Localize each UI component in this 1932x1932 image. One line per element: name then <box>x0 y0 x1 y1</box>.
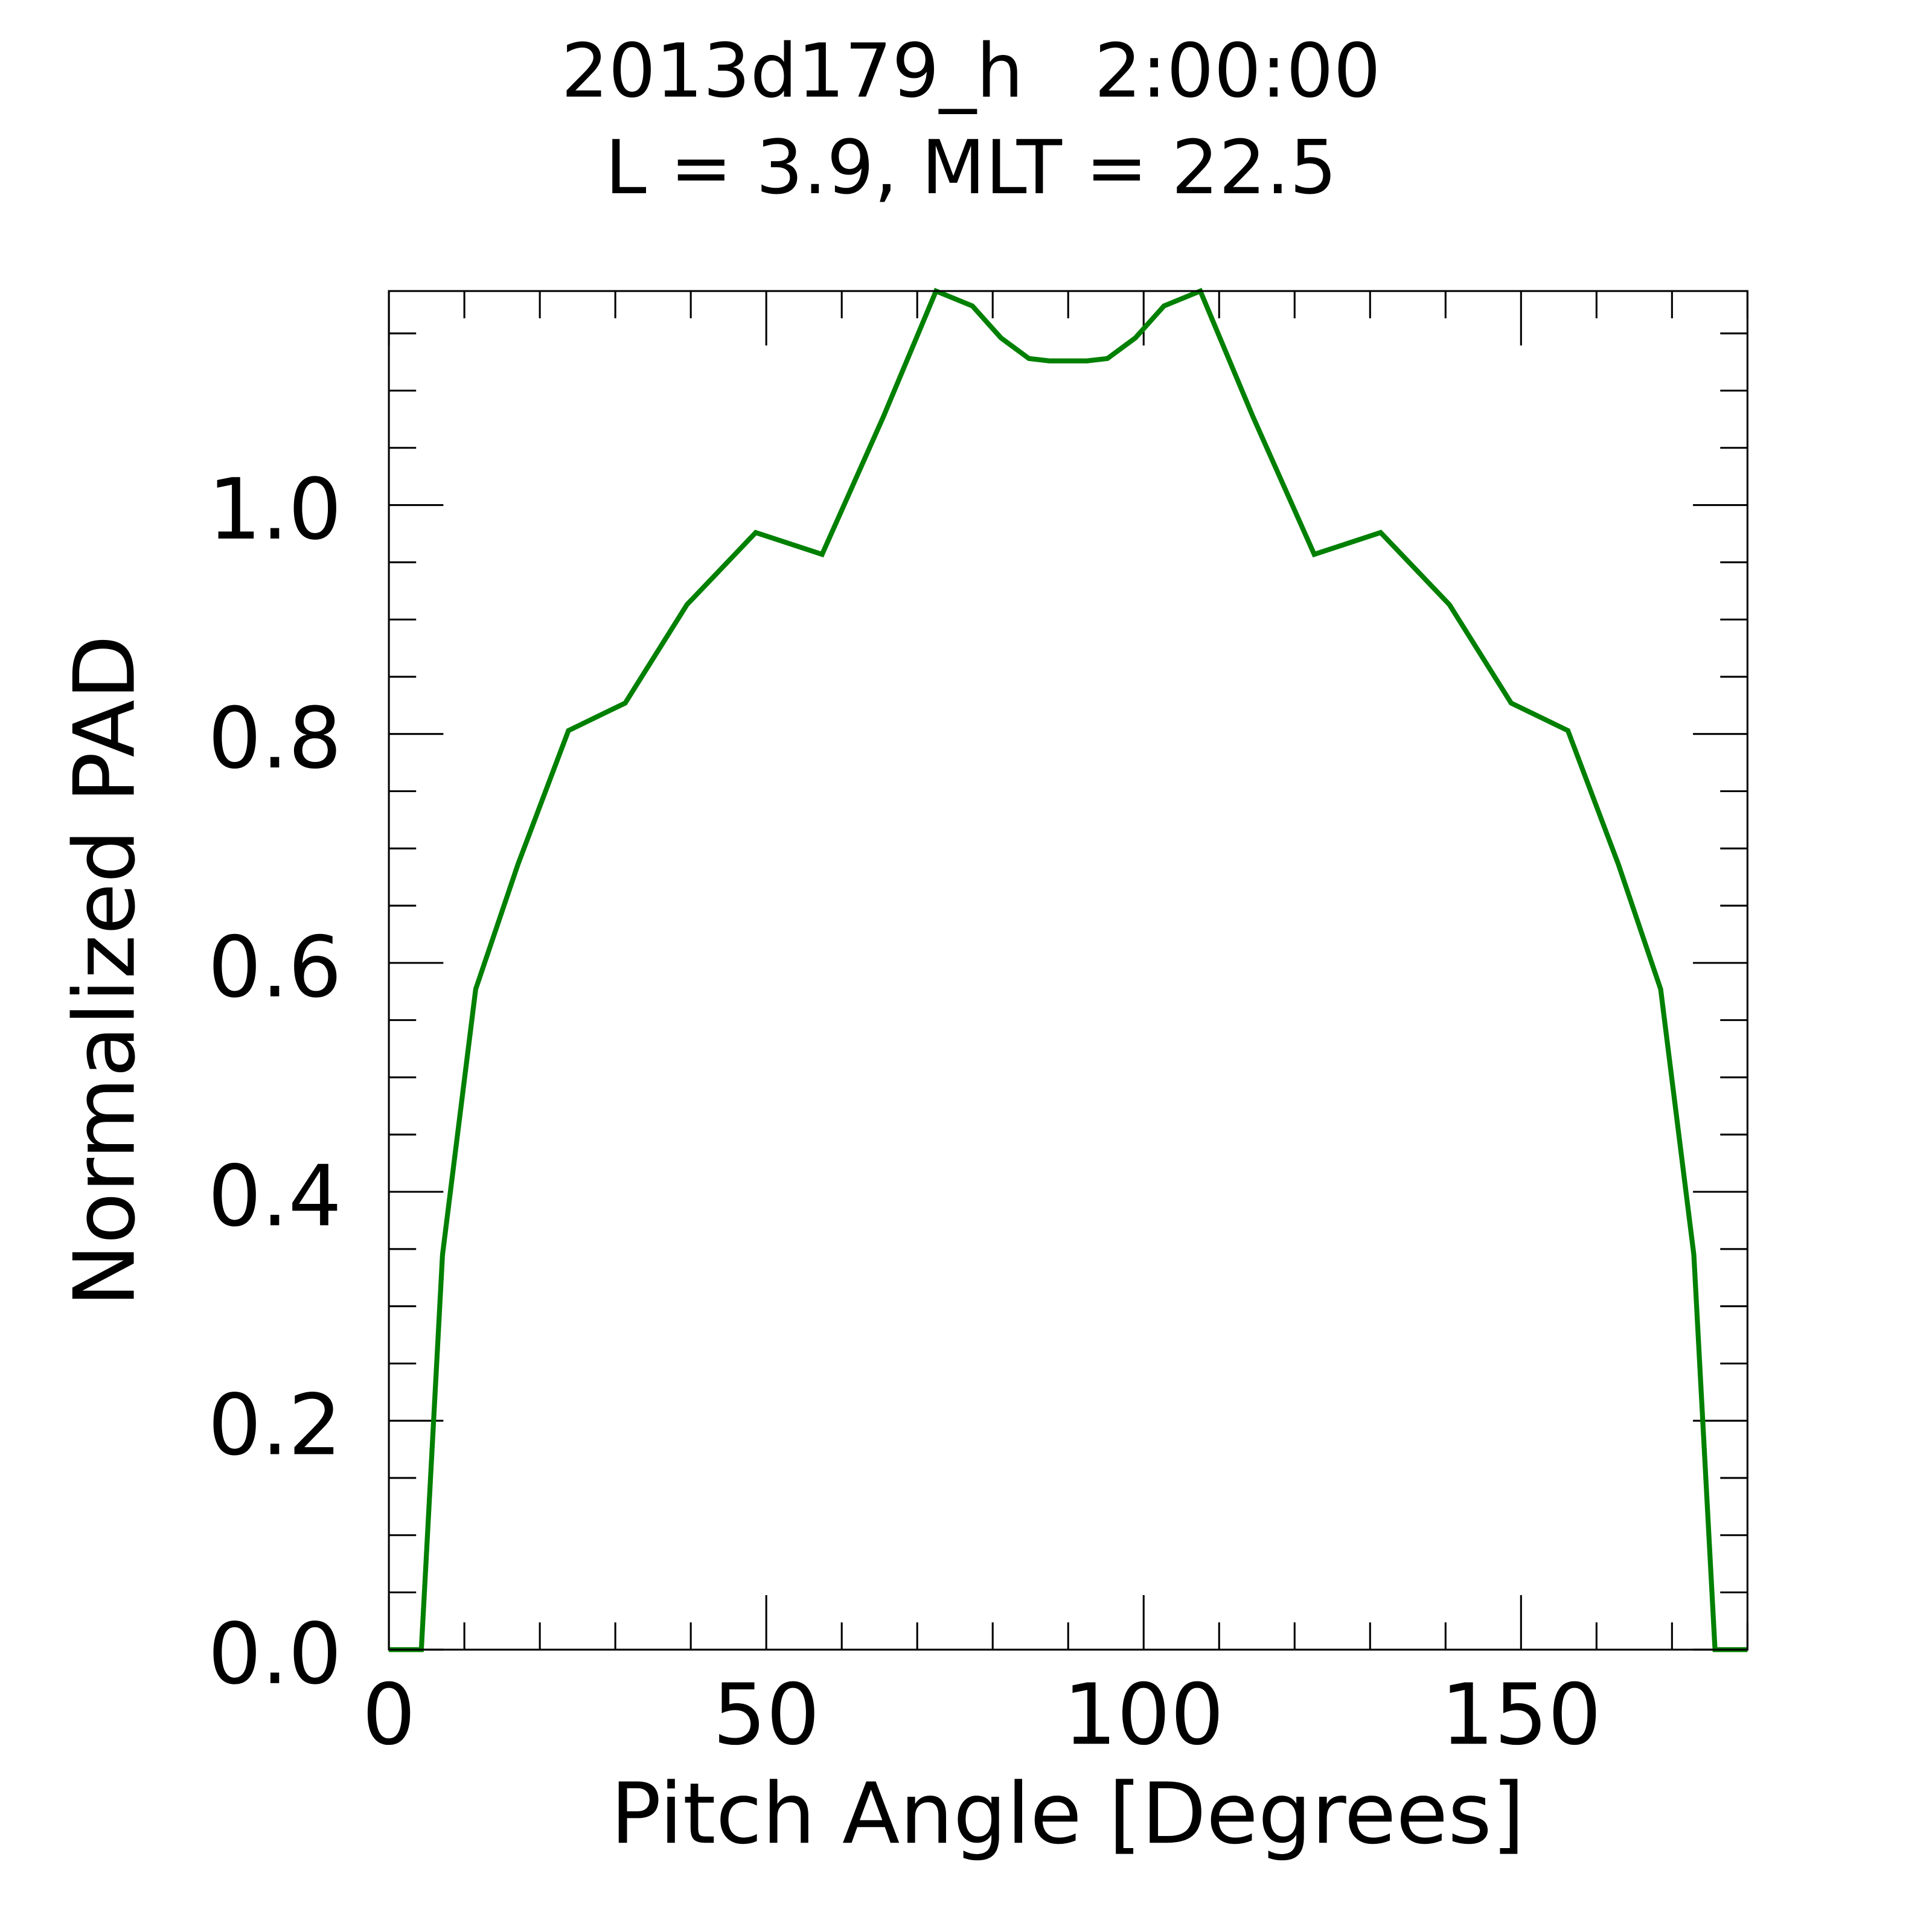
x-axis-label: Pitch Angle [Degrees] <box>610 1765 1524 1863</box>
x-tick-label: 50 <box>712 1666 819 1764</box>
plot-frame <box>388 290 1748 1651</box>
chart-title: 2013d179_h 2:00:00 <box>561 28 1380 115</box>
y-tick-label: 0.6 <box>208 918 342 1016</box>
chart-subtitle: L = 3.9, MLT = 22.5 <box>605 125 1337 211</box>
y-tick-label: 0.8 <box>208 689 342 787</box>
y-tick-label: 1.0 <box>208 461 342 558</box>
x-tick-label: 0 <box>362 1666 416 1764</box>
axis-ticks <box>388 291 1748 1651</box>
y-tick-label: 0.2 <box>208 1377 342 1474</box>
y-tick-label: 0.0 <box>208 1605 342 1703</box>
y-axis-label: Normalized PAD <box>56 635 154 1307</box>
x-tick-label: 100 <box>1063 1666 1224 1764</box>
tick-labels: 0 50 100 150 0.0 0.2 0.4 0.6 0.8 1.0 <box>208 461 1601 1764</box>
x-tick-label: 150 <box>1441 1666 1601 1764</box>
series-line-pad <box>389 287 1748 1652</box>
y-tick-label: 0.4 <box>208 1147 342 1245</box>
